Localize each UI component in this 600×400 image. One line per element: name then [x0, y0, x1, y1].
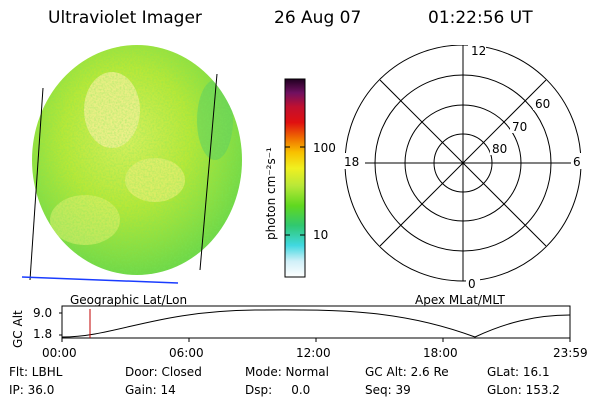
colorbar-unit-label: photon cm⁻²s⁻¹ — [264, 147, 278, 240]
mlt-label-18: 18 — [344, 155, 359, 169]
timeline-ytick-1.8: 1.8 — [33, 327, 53, 341]
polar-grid: 12 18 6 0 60 70 80 — [343, 45, 585, 291]
mlt-label-0: 0 — [468, 277, 476, 291]
horizon-line — [21, 276, 179, 284]
footer-dsp: Dsp: 0.0 — [245, 383, 311, 397]
footer-filter: Flt: LBHL — [9, 365, 63, 379]
colorbar-tick-100: 100 — [313, 141, 336, 155]
timeline-xtick-0: 00:00 — [42, 346, 77, 360]
apex-label: Apex MLat/MLT — [415, 293, 505, 307]
footer-glat: GLat: 16.1 — [487, 365, 550, 379]
altitude-curve — [61, 309, 571, 338]
footer-gain: Gain: 14 — [125, 383, 176, 397]
timeline-xtick-2: 12:00 — [296, 346, 331, 360]
footer-gc-alt: GC Alt: 2.6 Re — [365, 365, 449, 379]
date-label: 26 Aug 07 — [274, 8, 362, 28]
timeline-xtick-4: 23:59 — [553, 346, 588, 360]
instrument-title: Ultraviolet Imager — [48, 8, 202, 28]
color-bar — [284, 78, 306, 278]
uv-earth-image — [21, 45, 242, 284]
geographic-label: Geographic Lat/Lon — [70, 293, 188, 307]
terminator-line-left — [29, 87, 44, 281]
mlt-label-6: 6 — [573, 155, 581, 169]
time-label: 01:22:56 UT — [428, 8, 533, 28]
timeline-xtick-3: 18:00 — [423, 346, 458, 360]
timeline-ytick-9: 9.0 — [33, 306, 53, 320]
footer-ip: IP: 36.0 — [9, 383, 55, 397]
terminator-line-right — [199, 73, 218, 271]
footer-glon: GLon: 153.2 — [487, 383, 560, 397]
lat-label-80: 80 — [492, 142, 507, 156]
lat-label-60: 60 — [535, 97, 550, 111]
orbit-timeline — [59, 305, 571, 342]
footer-door: Door: Closed — [125, 365, 202, 379]
timeline-ylabel: GC Alt — [11, 310, 25, 348]
lat-label-70: 70 — [512, 120, 527, 134]
timeline-xtick-1: 06:00 — [169, 346, 204, 360]
footer-seq: Seq: 39 — [365, 383, 411, 397]
colorbar-tick-10: 10 — [313, 228, 329, 242]
footer-mode: Mode: Normal — [245, 365, 329, 379]
mlt-label-12: 12 — [471, 45, 486, 58]
